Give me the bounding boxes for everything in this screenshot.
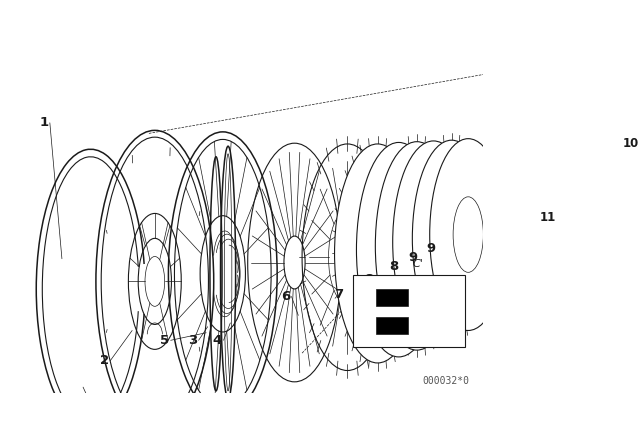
Text: 7: 7 <box>334 289 343 302</box>
Text: 000032*0: 000032*0 <box>422 376 469 386</box>
Text: 11: 11 <box>540 211 556 224</box>
Text: 6: 6 <box>281 290 290 303</box>
Ellipse shape <box>393 141 474 343</box>
Ellipse shape <box>429 139 507 331</box>
Text: 9: 9 <box>408 251 418 264</box>
Ellipse shape <box>335 144 420 363</box>
Ellipse shape <box>375 142 458 350</box>
Text: 4: 4 <box>213 334 222 347</box>
Text: 8: 8 <box>389 260 398 273</box>
Ellipse shape <box>496 50 640 407</box>
Text: 8: 8 <box>365 273 374 286</box>
Bar <box>376 317 408 333</box>
Bar <box>376 289 408 306</box>
Text: 5: 5 <box>160 334 169 347</box>
Text: 1: 1 <box>39 116 49 129</box>
Text: 2: 2 <box>100 354 109 367</box>
Text: C': C' <box>412 259 423 269</box>
Text: 3: 3 <box>188 334 197 347</box>
Text: 9: 9 <box>426 241 435 254</box>
Text: 10: 10 <box>623 138 639 151</box>
Ellipse shape <box>412 140 491 336</box>
Bar <box>353 276 465 347</box>
Ellipse shape <box>356 142 441 357</box>
